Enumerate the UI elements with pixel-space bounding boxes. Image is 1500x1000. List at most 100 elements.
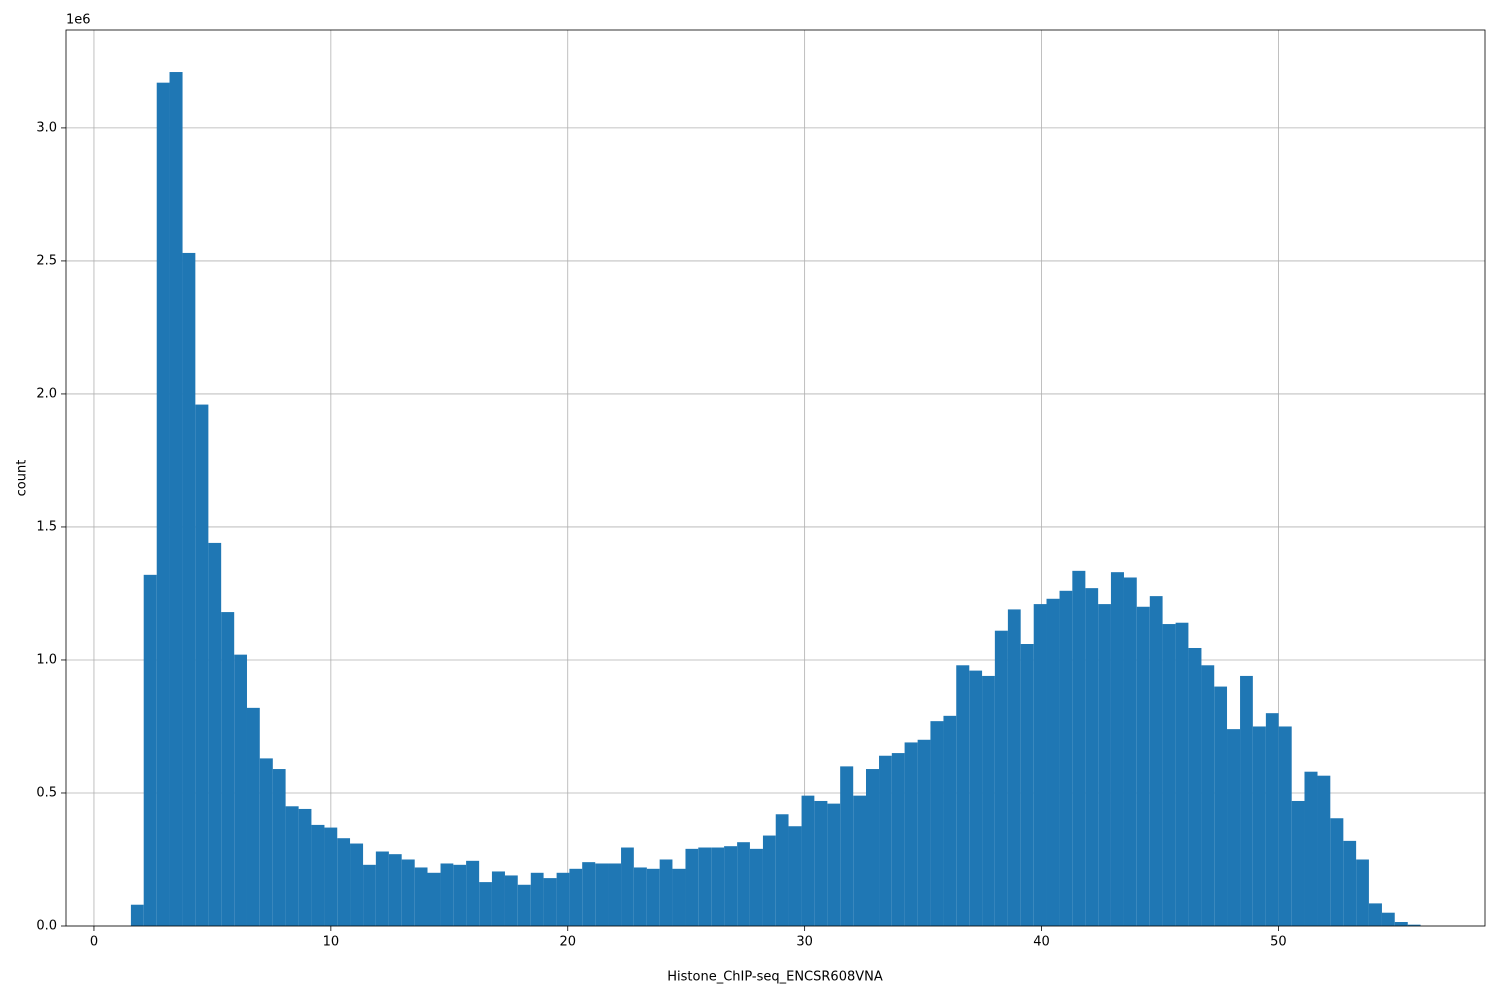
histogram-bar bbox=[775, 814, 789, 926]
histogram-bar bbox=[994, 630, 1008, 926]
y-tick-label: 1.5 bbox=[36, 519, 57, 534]
histogram-bar bbox=[517, 884, 531, 926]
y-tick-label: 0.0 bbox=[36, 919, 57, 934]
histogram-bar bbox=[556, 872, 570, 926]
histogram-bar bbox=[466, 860, 480, 926]
histogram-bar bbox=[1123, 577, 1137, 926]
histogram-bar bbox=[504, 875, 518, 926]
x-tick-label: 30 bbox=[796, 935, 813, 950]
histogram-bar bbox=[1175, 622, 1189, 926]
histogram-bar bbox=[685, 848, 699, 926]
histogram-bar bbox=[1059, 590, 1073, 926]
histogram-bar bbox=[1110, 572, 1124, 926]
y-tick-label: 1.0 bbox=[36, 652, 57, 667]
histogram-bar bbox=[1317, 775, 1331, 926]
histogram-bar bbox=[1149, 596, 1163, 926]
histogram-bar bbox=[169, 72, 183, 926]
y-tick-label: 0.5 bbox=[36, 785, 57, 800]
histogram-bar bbox=[904, 742, 918, 926]
histogram-bar bbox=[672, 868, 686, 926]
histogram-bar bbox=[1343, 840, 1357, 926]
histogram-bar bbox=[608, 863, 622, 926]
histogram-bar bbox=[324, 827, 338, 926]
histogram-bar bbox=[543, 878, 557, 926]
bars bbox=[130, 72, 1421, 927]
histogram-bar bbox=[749, 848, 763, 926]
histogram-bar bbox=[1020, 644, 1034, 926]
histogram-bar bbox=[801, 795, 815, 926]
histogram-bar bbox=[943, 715, 957, 926]
histogram-bar bbox=[621, 847, 634, 926]
histogram-bar bbox=[246, 707, 260, 926]
histogram-bar bbox=[595, 863, 609, 926]
histogram-bar bbox=[711, 847, 725, 926]
histogram-bar bbox=[1033, 604, 1047, 926]
histogram-bar bbox=[363, 864, 376, 926]
histogram-bar bbox=[1368, 903, 1382, 926]
histogram-bar bbox=[865, 769, 880, 926]
histogram-bar bbox=[853, 795, 866, 926]
histogram-bar bbox=[208, 542, 222, 926]
histogram-bar bbox=[1227, 729, 1241, 926]
y-tick-label: 2.0 bbox=[36, 386, 57, 401]
histogram-bar bbox=[479, 882, 492, 926]
histogram-bar bbox=[879, 755, 892, 926]
histogram-bar bbox=[1007, 609, 1021, 926]
histogram-bar bbox=[1304, 771, 1318, 926]
histogram-bar bbox=[982, 675, 995, 926]
histogram-bar bbox=[156, 82, 170, 927]
x-axis-label: Histone_ChIP-seq_ENCSR608VNA bbox=[667, 970, 883, 985]
histogram-bar bbox=[350, 843, 364, 926]
histogram-bar bbox=[440, 863, 454, 926]
histogram-bar bbox=[1214, 686, 1228, 926]
histogram-bar bbox=[1291, 800, 1305, 926]
histogram-bar bbox=[646, 868, 660, 926]
histogram-bar bbox=[737, 842, 750, 926]
histogram-bar bbox=[1072, 570, 1086, 926]
histogram-bar bbox=[1085, 588, 1099, 926]
histogram-bar bbox=[827, 803, 841, 926]
histogram-bar bbox=[182, 252, 196, 927]
histogram-bar bbox=[375, 851, 389, 926]
histogram-bar bbox=[1265, 713, 1279, 926]
y-offset-label: 1e6 bbox=[66, 13, 91, 28]
histogram-bar bbox=[1201, 665, 1215, 926]
x-tick-label: 50 bbox=[1270, 935, 1287, 950]
histogram-bar bbox=[272, 769, 286, 926]
histogram-bar bbox=[530, 872, 544, 926]
histogram-bar bbox=[969, 670, 983, 926]
x-tick-label: 20 bbox=[559, 935, 576, 950]
histogram-bar bbox=[633, 867, 647, 926]
histogram-bar bbox=[891, 753, 905, 926]
histogram-bar bbox=[582, 862, 596, 926]
histogram-bar bbox=[1240, 675, 1253, 926]
histogram-bar bbox=[1162, 624, 1176, 926]
histogram-bar bbox=[1136, 606, 1150, 926]
x-tick-label: 0 bbox=[90, 935, 98, 950]
histogram-bar bbox=[1278, 726, 1292, 926]
histogram-bar bbox=[840, 766, 854, 926]
histogram-bar bbox=[427, 872, 441, 926]
histogram-bar bbox=[698, 847, 712, 926]
histogram-bar bbox=[1046, 598, 1060, 926]
histogram-bar bbox=[1330, 818, 1344, 926]
histogram-bar bbox=[1394, 922, 1408, 926]
histogram-bar bbox=[659, 859, 673, 926]
x-tick-label: 10 bbox=[323, 935, 340, 950]
histogram-bar bbox=[1356, 859, 1369, 926]
histogram-bar bbox=[956, 665, 970, 926]
histogram-bar bbox=[414, 867, 428, 926]
histogram-bar bbox=[917, 739, 931, 926]
y-tick-label: 2.5 bbox=[36, 253, 57, 268]
histogram-bar bbox=[285, 806, 299, 926]
histogram-bar bbox=[814, 800, 828, 926]
histogram-bar bbox=[1098, 604, 1111, 926]
histogram-bar bbox=[337, 838, 351, 926]
histogram-bar bbox=[569, 868, 583, 926]
histogram-bar bbox=[1407, 924, 1421, 926]
histogram-bar bbox=[234, 654, 247, 926]
histogram-bar bbox=[130, 904, 144, 926]
y-axis-label: count bbox=[15, 460, 30, 497]
